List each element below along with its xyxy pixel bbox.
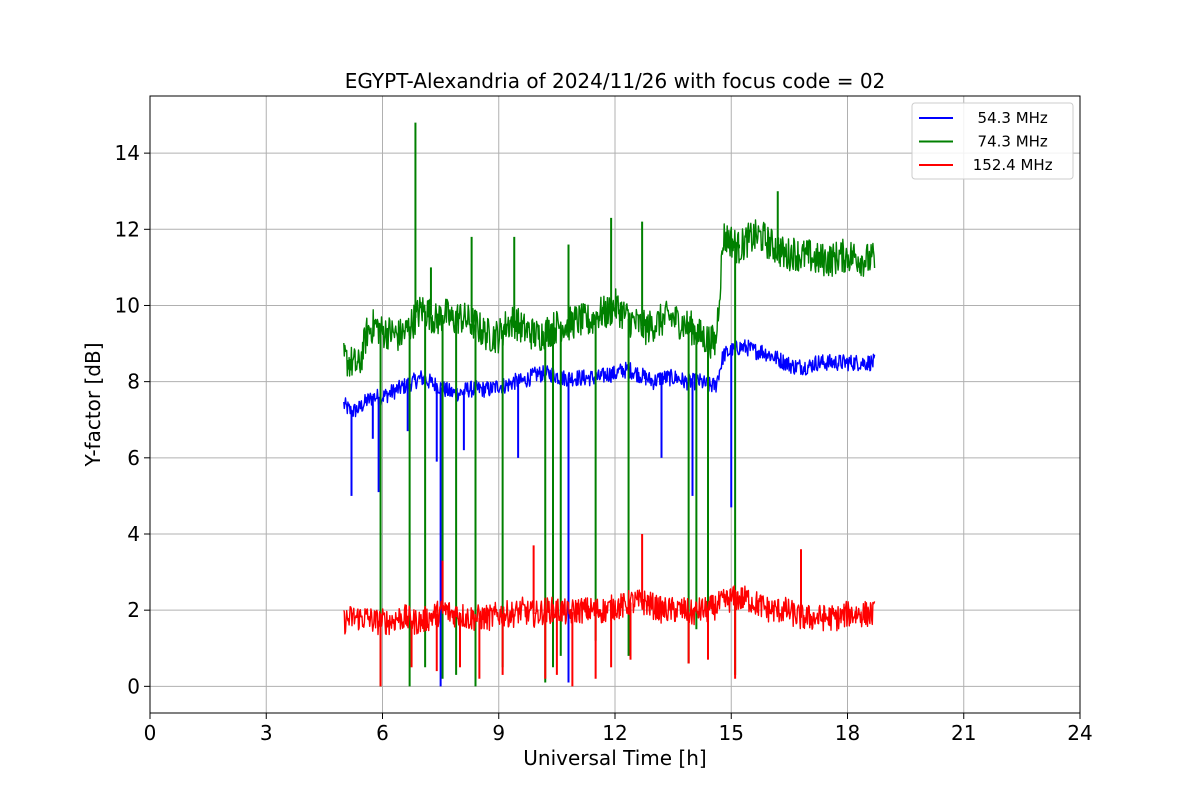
x-tick-label: 9 (492, 721, 505, 745)
legend-label: 74.3 MHz (968, 133, 1048, 151)
y-tick-label: 0 (127, 674, 140, 698)
x-tick-label: 24 (1067, 721, 1092, 745)
x-tick-label: 12 (602, 721, 627, 745)
y-tick-label: 2 (127, 598, 140, 622)
x-tick-label: 6 (376, 721, 389, 745)
legend: 54.3 MHz 74.3 MHz 152.4 MHz (911, 102, 1074, 180)
x-tick-label: 18 (835, 721, 860, 745)
y-tick-label: 8 (127, 370, 140, 394)
y-tick-label: 10 (115, 293, 140, 317)
series-152-4-mhz (343, 533, 876, 687)
chart-title: EGYPT-Alexandria of 2024/11/26 with focu… (345, 69, 886, 93)
series-line (343, 339, 876, 418)
x-tick-label: 15 (719, 721, 744, 745)
y-axis-label: Y-factor [dB] (81, 342, 105, 467)
y-tick-label: 12 (115, 217, 140, 241)
y-tick-label: 6 (127, 446, 140, 470)
plot-area (343, 122, 876, 687)
series-line (343, 219, 876, 377)
x-tick-label: 3 (260, 721, 273, 745)
series-54-3-mhz (343, 339, 876, 687)
x-tick-label: 0 (144, 721, 157, 745)
legend-frame (911, 102, 1074, 180)
x-tick-label: 21 (951, 721, 976, 745)
legend-label: 152.4 MHz (968, 156, 1053, 174)
x-axis-label: Universal Time [h] (523, 746, 706, 770)
legend-label: 54.3 MHz (968, 109, 1048, 127)
series-line (343, 585, 876, 636)
y-tick-label: 14 (115, 141, 140, 165)
y-tick-label: 4 (127, 522, 140, 546)
